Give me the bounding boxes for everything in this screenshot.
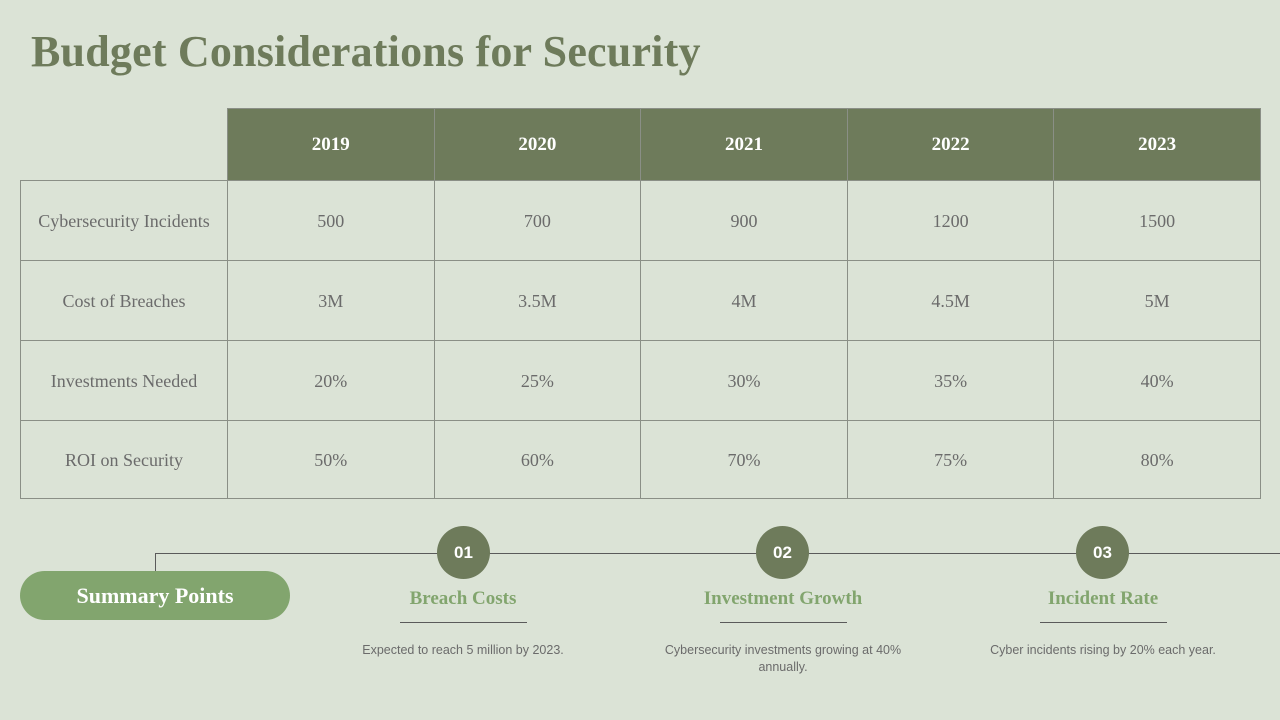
table-cell: 30% <box>640 340 848 421</box>
point-number-badge: 03 <box>1076 526 1129 579</box>
row-label: Investments Needed <box>20 340 228 421</box>
column-header-2022: 2022 <box>846 108 1055 181</box>
table-cell: 40% <box>1053 340 1261 421</box>
table-header-row: 2019 2020 2021 2022 2023 <box>20 108 1261 181</box>
table-cell: 80% <box>1053 420 1261 499</box>
page-title: Budget Considerations for Security <box>31 27 701 76</box>
table-cell: 60% <box>433 420 642 499</box>
table-cell: 35% <box>846 340 1055 421</box>
table-cell: 20% <box>227 340 435 421</box>
table-cell: 3M <box>227 260 435 341</box>
column-header-2020: 2020 <box>433 108 642 181</box>
row-label: Cybersecurity Incidents <box>20 180 228 261</box>
table-row: Cybersecurity Incidents 500 700 900 1200… <box>20 180 1261 261</box>
table-cell: 1200 <box>846 180 1055 261</box>
row-label: ROI on Security <box>20 420 228 499</box>
table-cell: 4.5M <box>846 260 1055 341</box>
table-cell: 3.5M <box>433 260 642 341</box>
table-cell: 50% <box>227 420 435 499</box>
row-label: Cost of Breaches <box>20 260 228 341</box>
column-header-2021: 2021 <box>640 108 848 181</box>
column-header-2019: 2019 <box>227 108 435 181</box>
column-header-2023: 2023 <box>1053 108 1261 181</box>
point-title-breach-costs: Breach Costs <box>409 588 517 609</box>
table-cell: 900 <box>640 180 848 261</box>
point-description: Cybersecurity investments growing at 40%… <box>664 643 902 674</box>
point-number-badge: 02 <box>756 526 809 579</box>
timeline-line <box>155 553 1280 554</box>
point-description: Cyber incidents rising by 20% each year. <box>990 643 1216 657</box>
point-underline <box>400 622 527 623</box>
timeline-connector <box>155 553 156 573</box>
summary-points-button[interactable]: Summary Points <box>20 571 290 620</box>
table-cell: 700 <box>433 180 642 261</box>
table-cell: 25% <box>433 340 642 421</box>
table-cell: 1500 <box>1053 180 1261 261</box>
budget-table: 2019 2020 2021 2022 2023 Cybersecurity I… <box>20 108 1261 499</box>
table-cell: 500 <box>227 180 435 261</box>
point-description: Expected to reach 5 million by 2023. <box>362 643 564 657</box>
point-underline <box>720 622 847 623</box>
table-cell: 75% <box>846 420 1055 499</box>
point-title-incident-rate: Incident Rate <box>1047 588 1159 609</box>
point-title-investment-growth: Investment Growth <box>703 588 863 609</box>
table-row: ROI on Security 50% 60% 70% 75% 80% <box>20 420 1261 499</box>
table-cell: 5M <box>1053 260 1261 341</box>
table-corner-cell <box>20 108 228 181</box>
point-number-badge: 01 <box>437 526 490 579</box>
table-row: Cost of Breaches 3M 3.5M 4M 4.5M 5M <box>20 260 1261 341</box>
point-underline <box>1040 622 1167 623</box>
table-cell: 70% <box>640 420 848 499</box>
table-row: Investments Needed 20% 25% 30% 35% 40% <box>20 340 1261 421</box>
table-cell: 4M <box>640 260 848 341</box>
